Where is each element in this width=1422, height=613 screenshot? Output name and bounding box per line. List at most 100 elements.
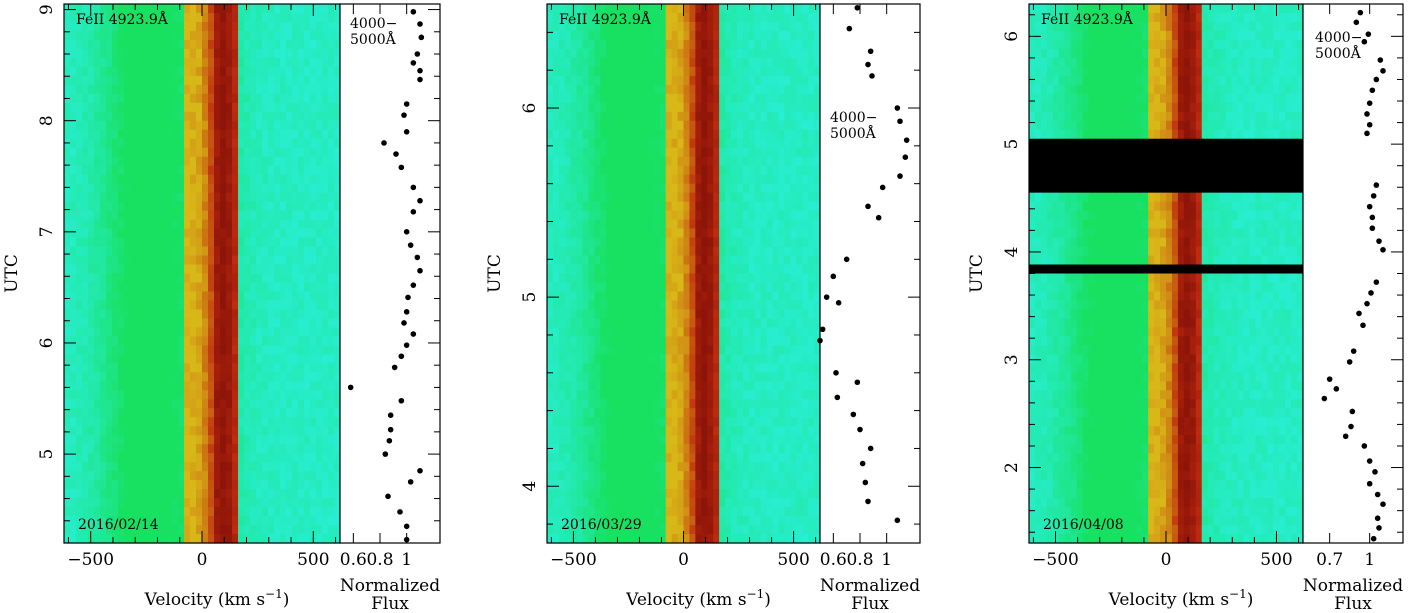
heatmap-cell — [106, 408, 113, 418]
heatmap-cell — [82, 120, 89, 131]
heatmap-cell — [310, 192, 317, 203]
heatmap-cell — [641, 48, 649, 59]
heatmap-cell — [82, 462, 89, 472]
heatmap-cell — [328, 453, 335, 463]
heatmap-cell — [154, 255, 161, 266]
heatmap-cell — [659, 336, 667, 346]
heatmap-cell — [814, 111, 821, 122]
heatmap-cell — [214, 111, 221, 122]
heatmap-cell — [160, 309, 167, 320]
heatmap-cell — [220, 30, 227, 41]
heatmap-cell — [802, 75, 809, 86]
heatmap-cell — [298, 75, 305, 86]
heatmap-cell — [683, 390, 691, 400]
heatmap-cell — [689, 147, 696, 158]
heatmap-cell — [576, 309, 584, 320]
heatmap-cell — [612, 156, 619, 167]
heatmap-cell — [100, 210, 107, 221]
heatmap-cell — [148, 309, 155, 320]
heatmap-cell — [564, 372, 572, 382]
heatmap-cell — [784, 165, 791, 176]
heatmap-cell — [292, 345, 299, 355]
heatmap-cell — [196, 471, 203, 481]
heatmap-cell — [564, 282, 572, 293]
heatmap-cell — [190, 129, 197, 140]
heatmap-cell — [220, 174, 227, 185]
heatmap-cell — [677, 147, 685, 158]
heatmap-cell — [142, 318, 149, 328]
heatmap-cell — [184, 435, 191, 445]
heatmap-cell — [600, 363, 607, 373]
heatmap-cell — [64, 309, 71, 320]
heatmap-cell — [268, 138, 275, 149]
heatmap-cell — [220, 426, 227, 436]
heatmap-cell — [328, 246, 335, 257]
heatmap-cell — [154, 327, 161, 337]
heatmap-cell — [94, 120, 101, 131]
heatmap-cell — [334, 237, 341, 248]
heatmap-cell — [286, 111, 293, 122]
heatmap-cell — [226, 390, 233, 400]
heatmap-cell — [82, 480, 89, 490]
heatmap-cell — [100, 102, 107, 113]
heatmap-cell — [82, 111, 89, 122]
heatmap-cell — [196, 489, 203, 499]
heatmap-cell — [88, 399, 95, 409]
heatmap-cell — [166, 30, 173, 41]
heatmap-cell — [196, 57, 203, 68]
heatmap-cell — [802, 57, 809, 68]
heatmap-cell — [784, 57, 791, 68]
heatmap-cell — [220, 75, 227, 86]
heatmap-cell — [736, 138, 744, 149]
heatmap-cell — [256, 219, 263, 230]
heatmap-cell — [232, 282, 239, 293]
heatmap-cell — [641, 165, 649, 176]
heatmap-cell — [624, 12, 631, 23]
heatmap-cell — [683, 21, 691, 32]
heatmap-cell — [659, 102, 667, 113]
heatmap-cell — [630, 129, 637, 140]
heatmap-cell — [142, 327, 149, 337]
heatmap-cell — [118, 57, 125, 68]
heatmap-cell — [552, 300, 560, 311]
heatmap-cell — [118, 291, 125, 302]
heatmap-cell — [547, 183, 554, 194]
heatmap-cell — [190, 138, 197, 149]
heatmap-cell — [304, 21, 311, 32]
heatmap-cell — [226, 192, 233, 203]
heatmap-cell — [256, 417, 263, 427]
heatmap-cell — [148, 480, 155, 490]
heatmap-cell — [671, 165, 679, 176]
heatmap-cell — [671, 282, 679, 293]
heatmap-cell — [130, 291, 137, 302]
heatmap-cell — [730, 66, 738, 77]
heatmap-cell — [256, 345, 263, 355]
heatmap-cell — [274, 345, 281, 355]
heatmap-cell — [118, 318, 125, 328]
heatmap-cell — [725, 30, 732, 41]
heatmap-cell — [316, 408, 323, 418]
heatmap-cell — [683, 66, 691, 77]
heatmap-cell — [719, 354, 726, 364]
heatmap-cell — [112, 21, 119, 32]
heatmap-cell — [280, 354, 287, 364]
heatmap-cell — [665, 4, 673, 14]
heatmap-cell — [130, 408, 137, 418]
heatmap-cell — [232, 417, 239, 427]
heatmap-cell — [748, 309, 756, 320]
heatmap-cell — [802, 318, 809, 328]
heatmap-cell — [172, 219, 179, 230]
heatmap-cell — [778, 219, 785, 230]
heatmap-cell — [100, 39, 107, 50]
heatmap-cell — [106, 471, 113, 481]
heatmap-cell — [570, 156, 578, 167]
heatmap-cell — [558, 102, 566, 113]
heatmap-cell — [547, 354, 554, 364]
heatmap-cell — [701, 111, 708, 122]
flux-point — [417, 267, 423, 274]
heatmap-cell — [719, 336, 726, 346]
heatmap-cell — [292, 66, 299, 77]
heatmap-cell — [790, 381, 797, 391]
heatmap-cell — [730, 228, 738, 239]
heatmap-cell — [250, 4, 257, 14]
